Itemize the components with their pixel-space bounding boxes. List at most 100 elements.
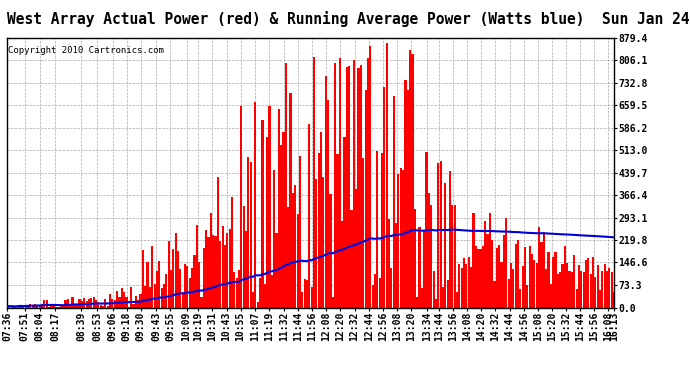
Bar <box>132 304 135 307</box>
Bar <box>355 189 357 308</box>
Bar <box>317 153 319 308</box>
Bar <box>533 260 535 308</box>
Bar <box>606 271 608 308</box>
Bar <box>146 261 148 308</box>
Bar <box>473 213 475 308</box>
Bar <box>210 213 212 308</box>
Bar <box>250 162 252 308</box>
Bar <box>582 272 584 308</box>
Bar <box>109 294 111 308</box>
Bar <box>364 90 366 308</box>
Bar <box>477 249 479 308</box>
Bar <box>259 278 262 308</box>
Bar <box>205 230 207 308</box>
Bar <box>76 305 78 308</box>
Bar <box>498 245 500 308</box>
Bar <box>510 263 512 308</box>
Bar <box>123 292 125 308</box>
Bar <box>559 272 561 308</box>
Bar <box>547 252 549 308</box>
Bar <box>463 258 465 307</box>
Bar <box>270 274 273 308</box>
Bar <box>433 271 435 308</box>
Bar <box>414 209 416 308</box>
Bar <box>435 298 437 307</box>
Bar <box>402 170 404 308</box>
Bar <box>52 306 55 308</box>
Bar <box>491 240 493 308</box>
Bar <box>346 67 348 308</box>
Bar <box>102 306 104 308</box>
Bar <box>484 220 486 308</box>
Bar <box>442 287 444 308</box>
Bar <box>359 65 362 308</box>
Bar <box>329 194 331 308</box>
Bar <box>128 307 130 308</box>
Bar <box>297 214 299 308</box>
Bar <box>554 252 557 308</box>
Bar <box>397 174 400 308</box>
Bar <box>130 288 132 308</box>
Bar <box>313 57 315 308</box>
Bar <box>351 210 353 308</box>
Bar <box>308 124 310 308</box>
Bar <box>34 304 36 307</box>
Bar <box>337 154 339 308</box>
Bar <box>142 250 144 307</box>
Bar <box>592 256 594 307</box>
Bar <box>520 289 522 308</box>
Bar <box>198 262 200 308</box>
Bar <box>184 264 186 308</box>
Bar <box>383 87 386 308</box>
Bar <box>212 235 215 308</box>
Bar <box>163 284 165 308</box>
Bar <box>245 231 247 308</box>
Bar <box>353 60 355 308</box>
Bar <box>74 304 76 307</box>
Text: Copyright 2010 Cartronics.com: Copyright 2010 Cartronics.com <box>8 46 164 55</box>
Bar <box>449 171 451 308</box>
Bar <box>386 43 388 308</box>
Bar <box>458 264 460 308</box>
Bar <box>573 255 575 308</box>
Bar <box>139 294 141 308</box>
Bar <box>557 274 559 308</box>
Bar <box>290 93 292 308</box>
Bar <box>226 232 228 308</box>
Bar <box>257 302 259 307</box>
Bar <box>79 299 81 307</box>
Bar <box>545 270 547 308</box>
Bar <box>468 256 470 307</box>
Bar <box>95 300 97 307</box>
Bar <box>482 246 484 308</box>
Bar <box>114 300 116 307</box>
Bar <box>156 271 158 308</box>
Bar <box>17 304 20 307</box>
Bar <box>604 264 606 308</box>
Bar <box>69 306 71 308</box>
Bar <box>37 306 39 308</box>
Bar <box>280 145 282 308</box>
Bar <box>526 285 529 308</box>
Bar <box>374 274 376 308</box>
Bar <box>158 261 160 308</box>
Bar <box>601 271 604 308</box>
Bar <box>304 279 306 308</box>
Bar <box>278 109 280 308</box>
Bar <box>418 226 421 308</box>
Bar <box>381 153 383 308</box>
Bar <box>287 207 289 308</box>
Bar <box>421 288 423 308</box>
Bar <box>41 304 43 307</box>
Bar <box>266 137 268 308</box>
Text: West Array Actual Power (red) & Running Average Power (Watts blue)  Sun Jan 24 1: West Array Actual Power (red) & Running … <box>7 11 690 27</box>
Bar <box>320 132 322 308</box>
Bar <box>55 306 57 308</box>
Bar <box>8 305 10 308</box>
Bar <box>505 218 507 308</box>
Bar <box>444 183 446 308</box>
Bar <box>611 273 613 308</box>
Bar <box>529 246 531 308</box>
Bar <box>149 287 151 308</box>
Bar <box>453 204 456 308</box>
